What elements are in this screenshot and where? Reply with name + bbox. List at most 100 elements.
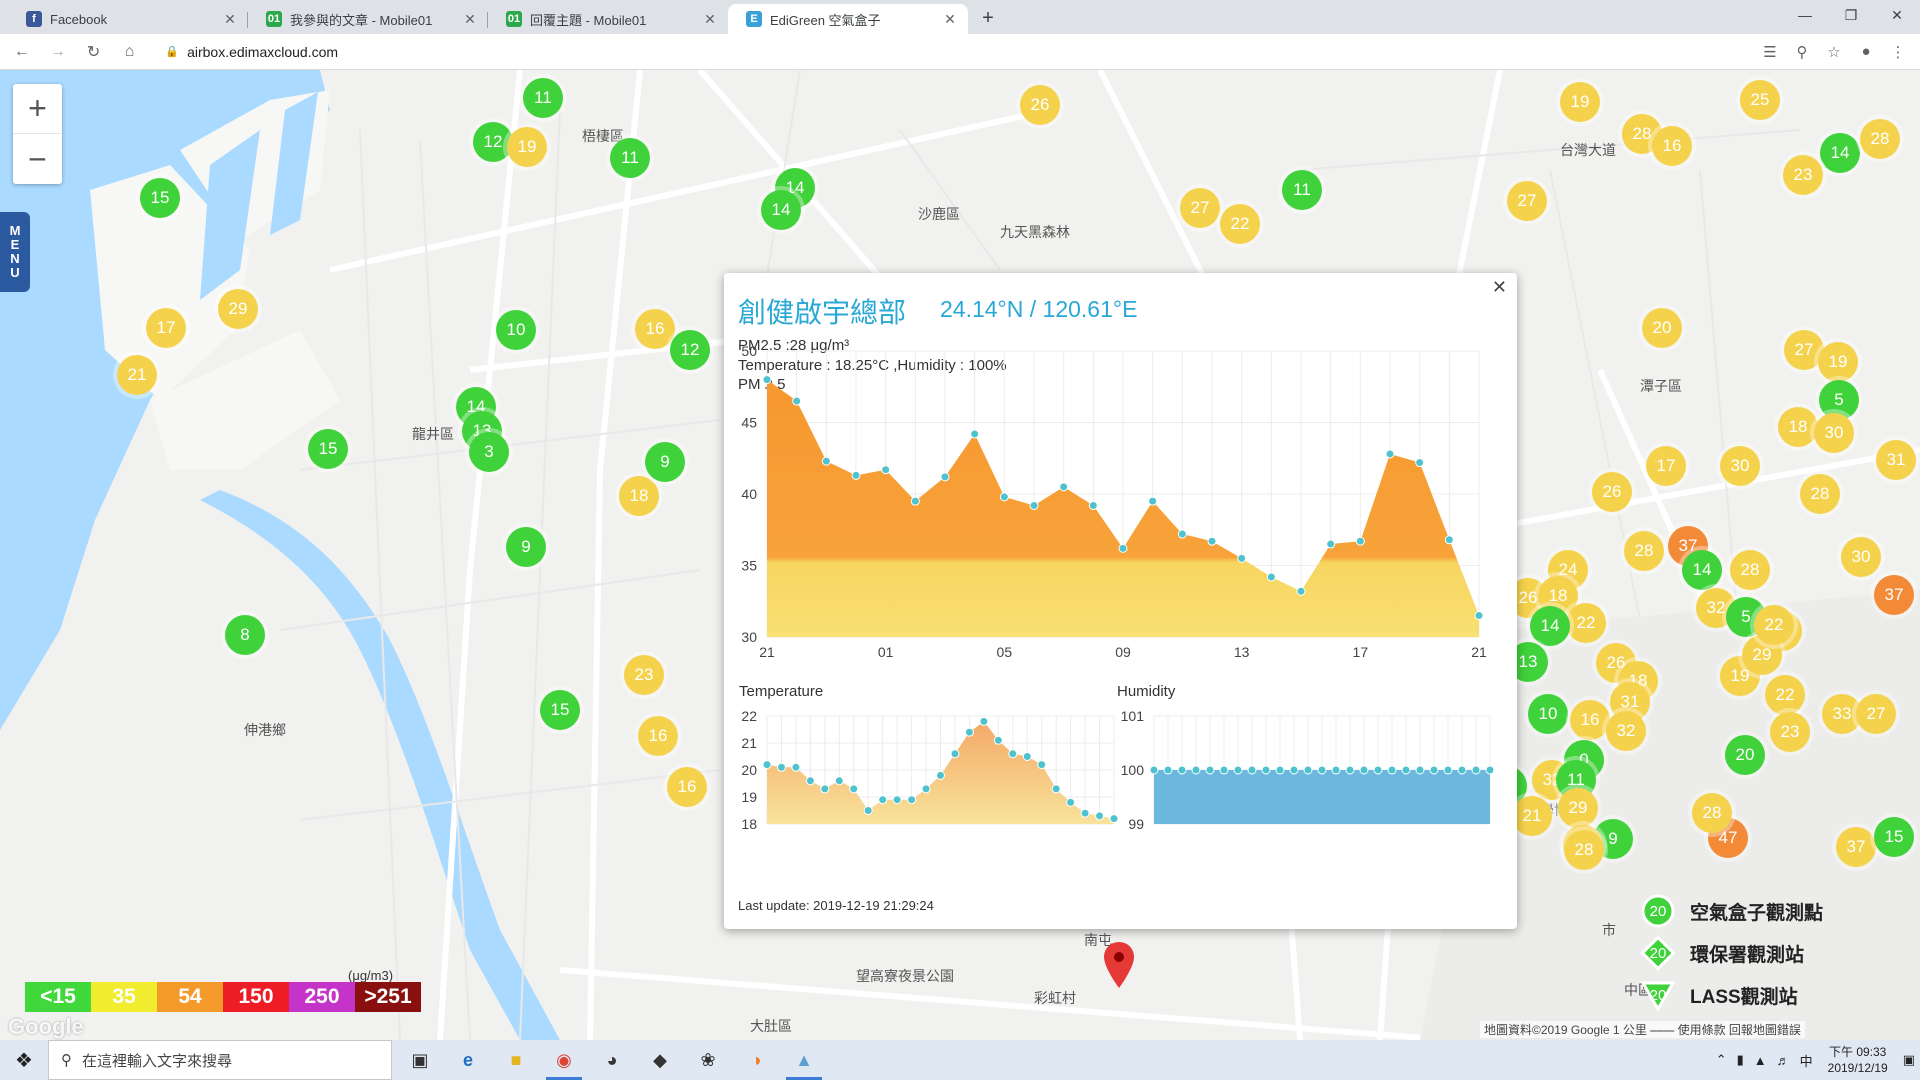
airbox-marker[interactable]: 28	[1564, 830, 1604, 870]
airbox-marker[interactable]: 23	[624, 655, 664, 695]
airbox-marker[interactable]: 22	[1220, 204, 1260, 244]
airbox-marker[interactable]: 3	[469, 432, 509, 472]
ime-indicator[interactable]: 中	[1799, 1053, 1813, 1069]
airbox-marker[interactable]: 18	[619, 476, 659, 516]
airbox-marker[interactable]: 28	[1624, 531, 1664, 571]
browser-tab[interactable]: E EdiGreen 空氣盒子 ✕	[728, 4, 968, 34]
bookmark-star-icon[interactable]: ☆	[1827, 43, 1841, 61]
task-view-icon[interactable]: ▣	[411, 1049, 429, 1070]
tab-close-icon[interactable]: ✕	[224, 10, 236, 27]
airbox-marker[interactable]: 9	[506, 527, 546, 567]
app-icon-3[interactable]: ❀	[700, 1049, 716, 1070]
airbox-marker[interactable]: 30	[1720, 446, 1760, 486]
airbox-marker[interactable]: 19	[1818, 342, 1858, 382]
airbox-marker[interactable]: 12	[670, 330, 710, 370]
airbox-marker[interactable]: 27	[1784, 330, 1824, 370]
profile-icon[interactable]: ●	[1861, 43, 1871, 60]
airbox-marker[interactable]: 22	[1754, 605, 1794, 645]
airbox-marker[interactable]: 27	[1856, 694, 1896, 734]
airbox-marker[interactable]: 17	[1646, 446, 1686, 486]
browser-tab[interactable]: 01 回覆主題 - Mobile01 ✕	[488, 4, 728, 34]
airbox-marker[interactable]: 32	[1606, 711, 1646, 751]
airbox-marker[interactable]: 28	[1730, 550, 1770, 590]
battery-icon[interactable]: ▮	[1736, 1052, 1744, 1067]
forward-icon[interactable]: →	[49, 42, 66, 60]
home-icon[interactable]: ⌂	[124, 42, 135, 60]
tab-close-icon[interactable]: ✕	[464, 10, 476, 27]
tab-close-icon[interactable]: ✕	[944, 10, 956, 27]
windows-start-icon[interactable]: ❖	[15, 1049, 33, 1072]
airbox-marker[interactable]: 18	[1778, 407, 1818, 447]
network-icon[interactable]: ▲	[1753, 1052, 1767, 1068]
zoom-in-button[interactable]: +	[13, 84, 62, 134]
airbox-marker[interactable]: 20	[1725, 735, 1765, 775]
station-key[interactable]: 20 LASS觀測站	[1638, 974, 1908, 1016]
airbox-marker[interactable]: 14	[1820, 133, 1860, 173]
app-icon-2[interactable]: ◆	[653, 1049, 667, 1070]
map-attribution[interactable]: 地圖資料©2019 Google 1 公里 ⎯⎯⎯⎯ 使用條款 回報地圖錯誤	[1480, 1021, 1805, 1038]
close-popup-icon[interactable]: ✕	[1491, 277, 1507, 297]
browser-menu-icon[interactable]: ⋮	[1890, 43, 1906, 61]
minimize-icon[interactable]: —	[1798, 7, 1812, 23]
reload-icon[interactable]: ↻	[86, 43, 101, 61]
airbox-marker[interactable]: 22	[1765, 675, 1805, 715]
airbox-marker[interactable]: 16	[667, 767, 707, 807]
airbox-marker[interactable]: 33	[1822, 694, 1862, 734]
file-explorer-icon[interactable]: ■	[510, 1049, 522, 1070]
airbox-marker[interactable]: 16	[1570, 700, 1610, 740]
airbox-marker[interactable]: 19	[1560, 82, 1600, 122]
new-tab-button[interactable]: +	[982, 6, 994, 29]
airbox-marker[interactable]: 21	[1512, 796, 1552, 836]
map-canvas[interactable]: 梧棲區沙鹿區龍井區伸港鄉望高寮夜景公園大肚區九天黑森林潭子區台灣大道科學博物館南…	[0, 70, 1920, 1040]
address-bar[interactable]: 🔒 airbox.edimaxcloud.com	[153, 37, 1755, 66]
browser-tab[interactable]: f Facebook ✕	[8, 4, 248, 34]
blender-icon[interactable]: ◑	[750, 1049, 762, 1070]
zoom-out-button[interactable]: −	[28, 140, 47, 177]
airbox-marker[interactable]: 22	[1566, 603, 1606, 643]
airbox-marker[interactable]: 9	[645, 442, 685, 482]
airbox-marker[interactable]: 37	[1874, 575, 1914, 615]
airbox-marker[interactable]: 11	[610, 138, 650, 178]
airbox-marker[interactable]: 37	[1836, 827, 1876, 867]
back-icon[interactable]: ←	[13, 42, 30, 60]
airbox-marker[interactable]: 14	[1530, 606, 1570, 646]
volume-icon[interactable]: ♬	[1776, 1052, 1790, 1068]
station-key[interactable]: 20 空氣盒子觀測點	[1638, 890, 1908, 932]
browser-tab[interactable]: 01 我參與的文章 - Mobile01 ✕	[248, 4, 488, 34]
airbox-marker[interactable]: 20	[1642, 308, 1682, 348]
taskbar-search[interactable]: ⚲ 在這裡輸入文字來搜尋	[48, 1040, 392, 1080]
airbox-marker[interactable]: 15	[1874, 817, 1914, 857]
airbox-marker[interactable]: 31	[1876, 440, 1916, 480]
zoom-icon[interactable]: ⚲	[1796, 43, 1808, 61]
airbox-marker[interactable]: 16	[638, 716, 678, 756]
notification-icon[interactable]: ▣	[1902, 1052, 1915, 1067]
airbox-marker[interactable]: 8	[225, 615, 265, 655]
airbox-marker[interactable]: 30	[1841, 537, 1881, 577]
airbox-marker[interactable]: 23	[1783, 155, 1823, 195]
selected-location-pin[interactable]	[1104, 942, 1134, 988]
airbox-marker[interactable]: 17	[146, 308, 186, 348]
translate-icon[interactable]: ☰	[1763, 43, 1777, 61]
airbox-marker[interactable]: 28	[1800, 474, 1840, 514]
airbox-marker[interactable]: 19	[507, 127, 547, 167]
airbox-marker[interactable]: 27	[1180, 188, 1220, 228]
airbox-marker[interactable]: 11	[523, 78, 563, 118]
airbox-marker[interactable]: 16	[1652, 126, 1692, 166]
airbox-marker[interactable]: 28	[1860, 119, 1900, 159]
restore-icon[interactable]: ❐	[1844, 6, 1858, 23]
airbox-marker[interactable]: 21	[117, 355, 157, 395]
airbox-marker[interactable]: 25	[1740, 80, 1780, 120]
airbox-marker[interactable]: 15	[308, 429, 348, 469]
app-icon-1[interactable]: ◕	[606, 1049, 618, 1070]
airbox-marker[interactable]: 28	[1692, 793, 1732, 833]
airbox-marker[interactable]: 10	[496, 310, 536, 350]
airbox-marker[interactable]: 29	[218, 289, 258, 329]
tray-chevron-icon[interactable]: ⌃	[1715, 1052, 1727, 1067]
airbox-marker[interactable]: 16	[635, 309, 675, 349]
close-window-icon[interactable]: ✕	[1891, 6, 1903, 23]
airbox-marker[interactable]: 27	[1507, 181, 1547, 221]
airbox-marker[interactable]: 12	[473, 122, 513, 162]
chrome-icon[interactable]: ◉	[540, 1040, 588, 1080]
airbox-marker[interactable]: 11	[1282, 170, 1322, 210]
tab-close-icon[interactable]: ✕	[704, 10, 716, 27]
